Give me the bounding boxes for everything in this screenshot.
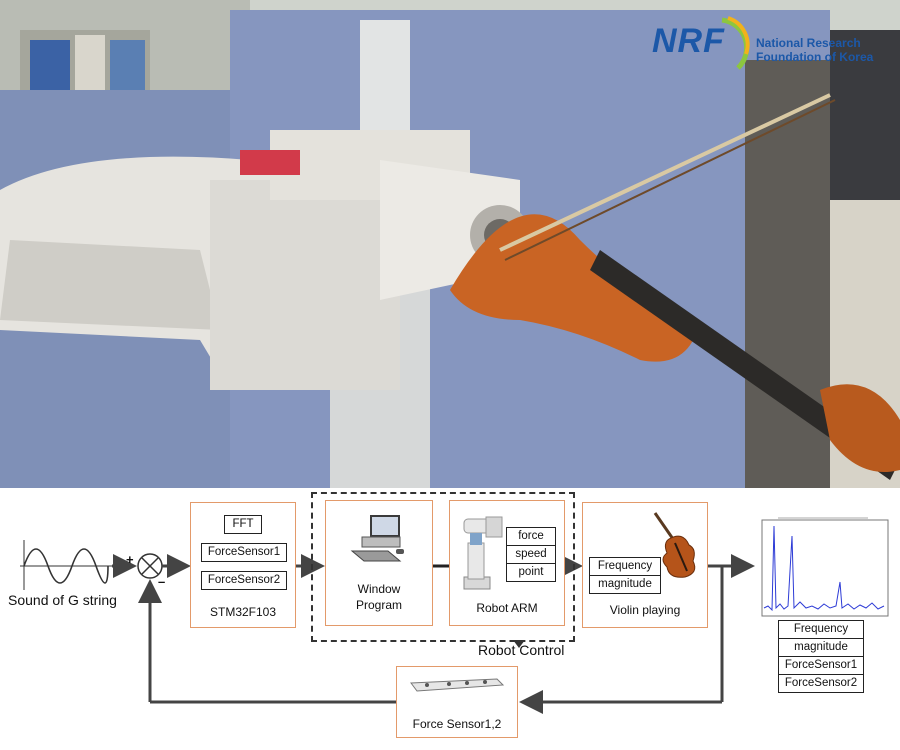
nrf-org-name: National Research Foundation of Korea (756, 36, 873, 64)
stm-fft-cell: FFT (224, 515, 262, 534)
force-sensor-title: Force Sensor1,2 (397, 717, 517, 731)
force-sensor-icon (410, 678, 505, 692)
violin-playing-title: Violin playing (583, 603, 707, 617)
sine-wave (23, 548, 109, 584)
window-title-line1: Window (357, 582, 401, 596)
force-sensor-block: Force Sensor1,2 (396, 666, 518, 738)
violin-frequency-cell: Frequency (589, 557, 661, 576)
violin-icon (653, 512, 696, 578)
robot-arm-block: force speed point Robot ARM (449, 500, 565, 626)
spectrum-graph (761, 517, 889, 617)
robot-control-label: Robot Control (478, 642, 565, 658)
robot-speed-cell: speed (506, 545, 556, 564)
robot-control-group (311, 492, 575, 642)
stm-forcesensor2-cell: ForceSensor2 (201, 571, 287, 590)
robot-arm-title: Robot ARM (450, 601, 564, 615)
control-block-diagram: Sound of G string + – FFT ForceSensor1 F… (0, 488, 900, 750)
window-title-line2: Program (355, 598, 402, 612)
diagram-connectors (20, 540, 755, 714)
robot-force-cell: force (506, 527, 556, 546)
window-program-block: Window Program (325, 500, 433, 626)
nrf-org-line2: Foundation of Korea (756, 50, 874, 64)
nrf-logo: NRF National Research Foundation of Kore… (652, 14, 892, 74)
plus-sign: + (126, 552, 134, 567)
nrf-org-line1: National Research (756, 36, 861, 50)
violin-playing-block: Frequency magnitude Violin playing (582, 502, 708, 628)
window-program-title: Window Program (326, 581, 432, 613)
output-frequency-cell: Frequency (778, 620, 864, 639)
minus-sign: – (158, 574, 166, 589)
frequency-spectrum-plot (758, 516, 890, 620)
input-label: Sound of G string (8, 592, 117, 608)
stm-forcesensor1-cell: ForceSensor1 (201, 543, 287, 562)
computer-icon (350, 515, 404, 562)
output-forcesensor1-cell: ForceSensor1 (778, 656, 864, 675)
robot-arm-icon (463, 516, 503, 590)
robot-point-cell: point (506, 563, 556, 582)
stm32-title: STM32F103 (191, 605, 295, 619)
violin-magnitude-cell: magnitude (589, 575, 661, 594)
nrf-arc-icon (721, 16, 750, 70)
robot-violin-photo: NRF National Research Foundation of Kore… (0, 0, 900, 488)
output-magnitude-cell: magnitude (778, 638, 864, 657)
nrf-logo-mark: NRF (652, 22, 725, 60)
output-forcesensor2-cell: ForceSensor2 (778, 674, 864, 693)
stm32-block: FFT ForceSensor1 ForceSensor2 STM32F103 (190, 502, 296, 628)
